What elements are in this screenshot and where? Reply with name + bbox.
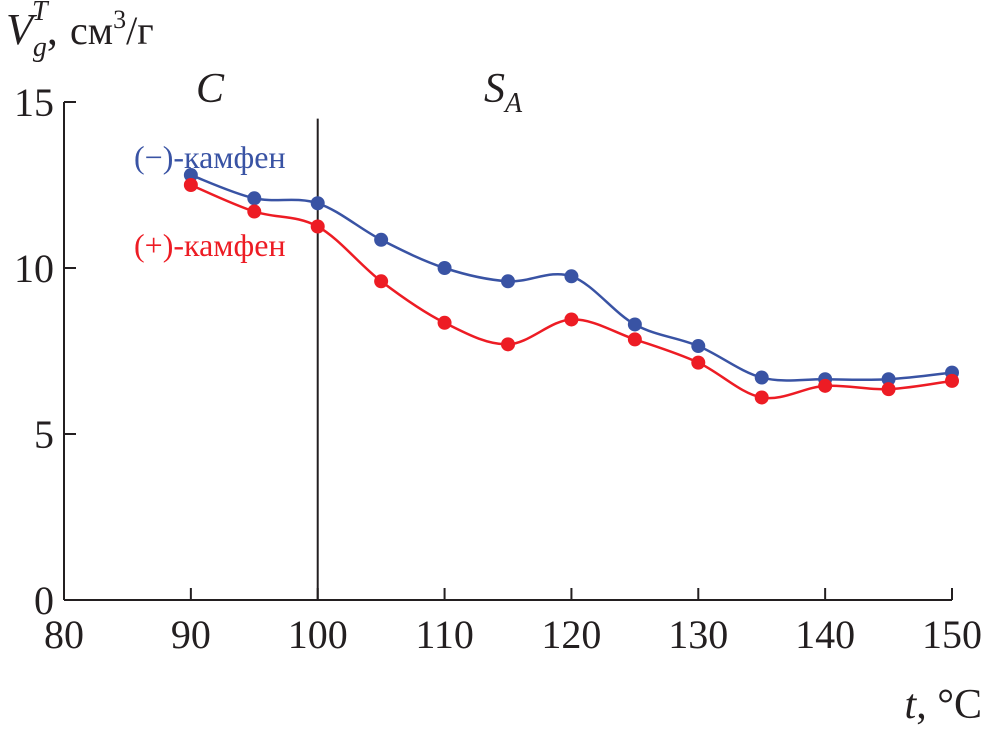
x-axis-unit: , °C bbox=[916, 682, 982, 728]
data-point-0-115 bbox=[501, 274, 515, 289]
x-tick-label-90: 90 bbox=[171, 612, 211, 657]
y-axis-unit-suffix: /г bbox=[126, 8, 154, 53]
data-point-0-130 bbox=[691, 339, 706, 354]
data-point-1-130 bbox=[691, 355, 706, 370]
data-point-0-100 bbox=[310, 196, 325, 211]
phase-label-sa-main: S bbox=[484, 66, 505, 112]
phase-label-sa: SA bbox=[484, 66, 523, 119]
x-tick-label-150: 150 bbox=[922, 612, 982, 657]
data-point-0-135 bbox=[754, 370, 769, 385]
y-axis-symbol: V bbox=[6, 5, 38, 54]
y-tick-label-5: 5 bbox=[34, 412, 54, 457]
data-point-0-120 bbox=[564, 269, 579, 284]
x-tick-label-120: 120 bbox=[541, 612, 601, 657]
data-point-0-125 bbox=[627, 317, 642, 332]
phase-label-c: C bbox=[196, 66, 225, 112]
data-point-1-115 bbox=[501, 337, 515, 352]
y-tick-label-15: 15 bbox=[14, 80, 54, 125]
x-axis-label: t, °C bbox=[905, 682, 982, 728]
series-line-1 bbox=[190, 183, 953, 400]
data-point-1-120 bbox=[564, 312, 579, 327]
y-tick-label-10: 10 bbox=[14, 246, 54, 291]
y-axis-subscript: g bbox=[33, 32, 47, 63]
data-point-1-90 bbox=[183, 178, 198, 192]
y-axis-label: Vg, bbox=[6, 5, 58, 63]
data-point-0-90 bbox=[183, 168, 198, 183]
axes: 0 5 10 15 80 90 100 110 120 130 140 150 bbox=[14, 80, 982, 657]
data-point-0-145 bbox=[881, 372, 896, 387]
y-axis-superscript: T bbox=[32, 0, 50, 27]
y-axis-unit-prefix: см bbox=[70, 8, 113, 53]
x-tick-label-110: 110 bbox=[415, 612, 474, 657]
data-point-1-105 bbox=[374, 274, 389, 289]
series-1 bbox=[183, 178, 959, 405]
data-point-1-110 bbox=[437, 315, 452, 330]
data-point-1-95 bbox=[247, 204, 262, 219]
y-axis-unit-power: 3 bbox=[113, 5, 126, 34]
x-axis-symbol: t bbox=[905, 682, 918, 728]
data-point-1-140 bbox=[818, 378, 833, 393]
series-label-plus: (+)-камфен bbox=[134, 227, 286, 263]
data-point-1-150 bbox=[945, 373, 959, 388]
y-axis-unit: см3/г bbox=[70, 5, 154, 53]
data-point-1-125 bbox=[627, 332, 642, 347]
x-tick-label-140: 140 bbox=[795, 612, 855, 657]
y-tick-label-0: 0 bbox=[34, 578, 54, 623]
series-0 bbox=[183, 168, 959, 387]
data-point-0-95 bbox=[247, 191, 262, 206]
y-axis-comma: , bbox=[47, 5, 58, 54]
data-point-1-135 bbox=[754, 390, 769, 405]
data-point-1-100 bbox=[310, 219, 325, 234]
x-tick-label-80: 80 bbox=[44, 612, 84, 657]
series-layer bbox=[183, 168, 959, 405]
data-point-0-110 bbox=[437, 261, 452, 275]
data-point-0-105 bbox=[374, 232, 389, 247]
x-tick-label-130: 130 bbox=[668, 612, 728, 657]
x-tick-label-100: 100 bbox=[288, 612, 348, 657]
series-label-minus: (−)-камфен bbox=[134, 139, 286, 175]
phase-label-sa-sub: A bbox=[503, 88, 523, 119]
data-point-1-145 bbox=[881, 382, 896, 397]
